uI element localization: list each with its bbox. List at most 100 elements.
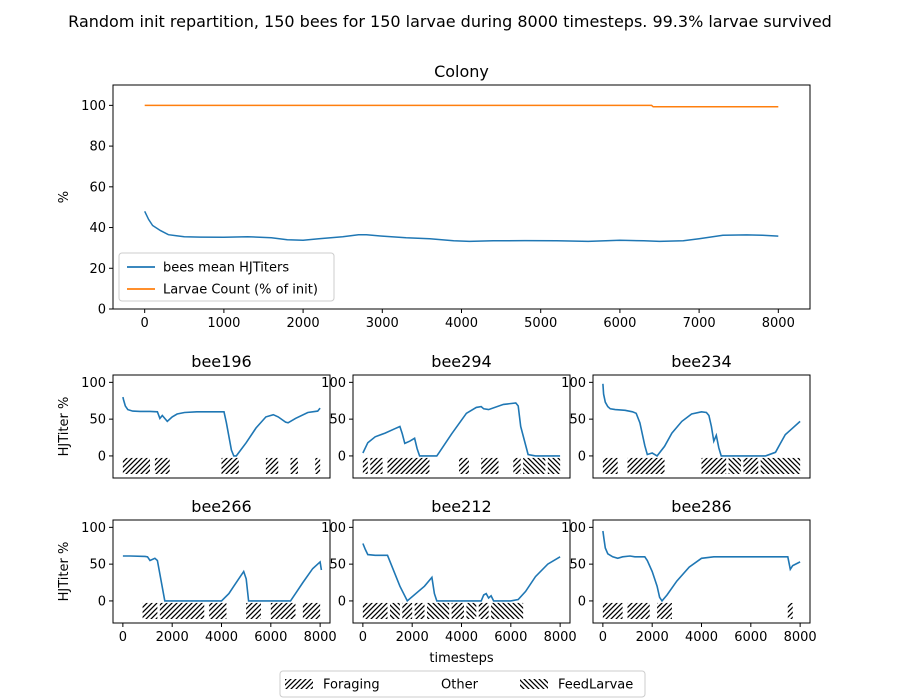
figure-legend: Foraging Other FeedLarvae — [279, 670, 646, 698]
chart-panel-bee196: bee196 0 50 100 HJTiter % — [57, 352, 331, 479]
foraging-block — [701, 457, 727, 474]
x-tick-label: 4000 — [205, 630, 238, 645]
legend-label-foraging: Foraging — [323, 678, 380, 693]
x-tick-label: 4000 — [445, 630, 478, 645]
x-tick-label: 0 — [141, 316, 149, 331]
y-tick-label: 100 — [81, 521, 106, 536]
y-tick-label: 50 — [329, 558, 346, 573]
y-tick-label: 50 — [569, 558, 586, 573]
series-line-bees-mean-hjtiters — [144, 210, 779, 243]
axes-frame — [592, 374, 811, 479]
y-tick-label: 100 — [81, 99, 106, 114]
other-swatch — [403, 679, 431, 689]
x-tick-label: 2000 — [156, 630, 189, 645]
x-tick-label: 8000 — [784, 630, 817, 645]
y-axis-label: HJTiter % — [57, 542, 72, 602]
y-tick-label: 20 — [89, 262, 106, 277]
y-axis-label: % — [57, 191, 72, 203]
chart-panel-bee212: bee212 0 50 100 0 2000 4000 6000 8000 timesteps — [321, 497, 577, 666]
x-tick-label: 6000 — [254, 630, 287, 645]
panel-title: bee234 — [671, 352, 731, 371]
foraging-block — [387, 457, 430, 474]
foraging-block — [513, 457, 521, 474]
foraging-block — [246, 602, 261, 619]
x-tick-label: 6000 — [494, 630, 527, 645]
x-tick-label: 6000 — [603, 316, 636, 331]
y-tick-label: 50 — [89, 558, 106, 573]
x-tick-label: 3000 — [366, 316, 399, 331]
x-tick-label: 8000 — [762, 316, 795, 331]
y-tick-label: 50 — [89, 413, 106, 428]
chart-panel-bee294: bee294 0 50 100 — [321, 352, 571, 479]
x-tick-label: 0 — [359, 630, 367, 645]
foraging-block — [270, 602, 296, 619]
foraging-block — [478, 602, 489, 619]
foraging-block — [221, 457, 239, 474]
x-tick-label: 2000 — [287, 316, 320, 331]
foraging-block — [481, 457, 499, 474]
y-tick-label: 80 — [89, 140, 106, 155]
panel-title: bee266 — [191, 497, 251, 516]
x-tick-label: 8000 — [304, 630, 337, 645]
foraging-block — [402, 602, 413, 619]
foraging-block — [315, 457, 321, 474]
legend-box — [118, 252, 335, 302]
foraging-block — [122, 457, 150, 474]
x-tick-label: 5000 — [524, 316, 557, 331]
y-axis-label: HJTiter % — [57, 397, 72, 457]
x-tick-label: 0 — [119, 630, 127, 645]
foraging-block — [154, 457, 170, 474]
series-line-0 — [602, 383, 801, 457]
panel-title: bee294 — [431, 352, 491, 371]
foraging-swatch — [285, 679, 313, 689]
x-tick-label: 2000 — [636, 630, 669, 645]
legend-label: Larvae Count (% of init) — [163, 283, 318, 298]
colony-legend: bees mean HJTiters Larvae Count (% of ini… — [118, 252, 335, 302]
x-tick-label: 4000 — [445, 316, 478, 331]
panel-title: bee212 — [431, 497, 491, 516]
x-tick-label: 7000 — [683, 316, 716, 331]
series-line-0 — [122, 396, 321, 457]
foraging-block — [302, 602, 321, 619]
legend-label-feedlarvae: FeedLarvae — [558, 678, 633, 693]
series-line-0 — [122, 555, 323, 602]
panel-title: bee286 — [671, 497, 731, 516]
y-tick-label: 50 — [329, 413, 346, 428]
y-tick-label: 100 — [561, 521, 586, 536]
foraging-block — [362, 457, 368, 474]
feedlarvae-block — [466, 602, 477, 619]
series-line-0 — [602, 530, 801, 603]
y-tick-label: 0 — [98, 594, 106, 609]
x-tick-label: 8000 — [544, 630, 577, 645]
series-line-0 — [362, 402, 561, 457]
y-tick-label: 0 — [338, 594, 346, 609]
y-tick-label: 0 — [98, 449, 106, 464]
foraging-block — [602, 457, 618, 474]
foraging-block — [743, 457, 759, 474]
y-tick-label: 40 — [89, 221, 106, 236]
chart-panel-bee286: bee286 0 50 100 0 2000 4000 6000 8000 — [561, 497, 817, 645]
x-tick-label: 4000 — [685, 630, 718, 645]
x-axis-label: timesteps — [429, 651, 493, 666]
foraging-block — [627, 457, 665, 474]
foraging-block — [290, 457, 298, 474]
foraging-block — [414, 602, 425, 619]
series-line-0 — [362, 543, 561, 603]
foraging-block — [657, 602, 672, 619]
legend-label-other: Other — [441, 678, 479, 693]
axes-frame — [592, 519, 811, 624]
foraging-block — [142, 602, 158, 619]
y-tick-label: 0 — [578, 594, 586, 609]
feedlarvae-block — [389, 602, 400, 619]
legend-label: bees mean HJTiters — [163, 261, 289, 276]
foraging-block — [459, 457, 469, 474]
foraging-block — [787, 602, 793, 619]
axes-frame — [352, 374, 571, 479]
y-tick-label: 100 — [321, 376, 346, 391]
foraging-block — [209, 602, 227, 619]
x-tick-label: 6000 — [734, 630, 767, 645]
feedlarvae-swatch — [520, 679, 548, 689]
y-tick-label: 100 — [81, 376, 106, 391]
chart-panel-bee266: bee266 0 50 100 0 2000 4000 6000 8000 HJTiter % — [57, 497, 337, 645]
legend-frame — [279, 670, 646, 698]
